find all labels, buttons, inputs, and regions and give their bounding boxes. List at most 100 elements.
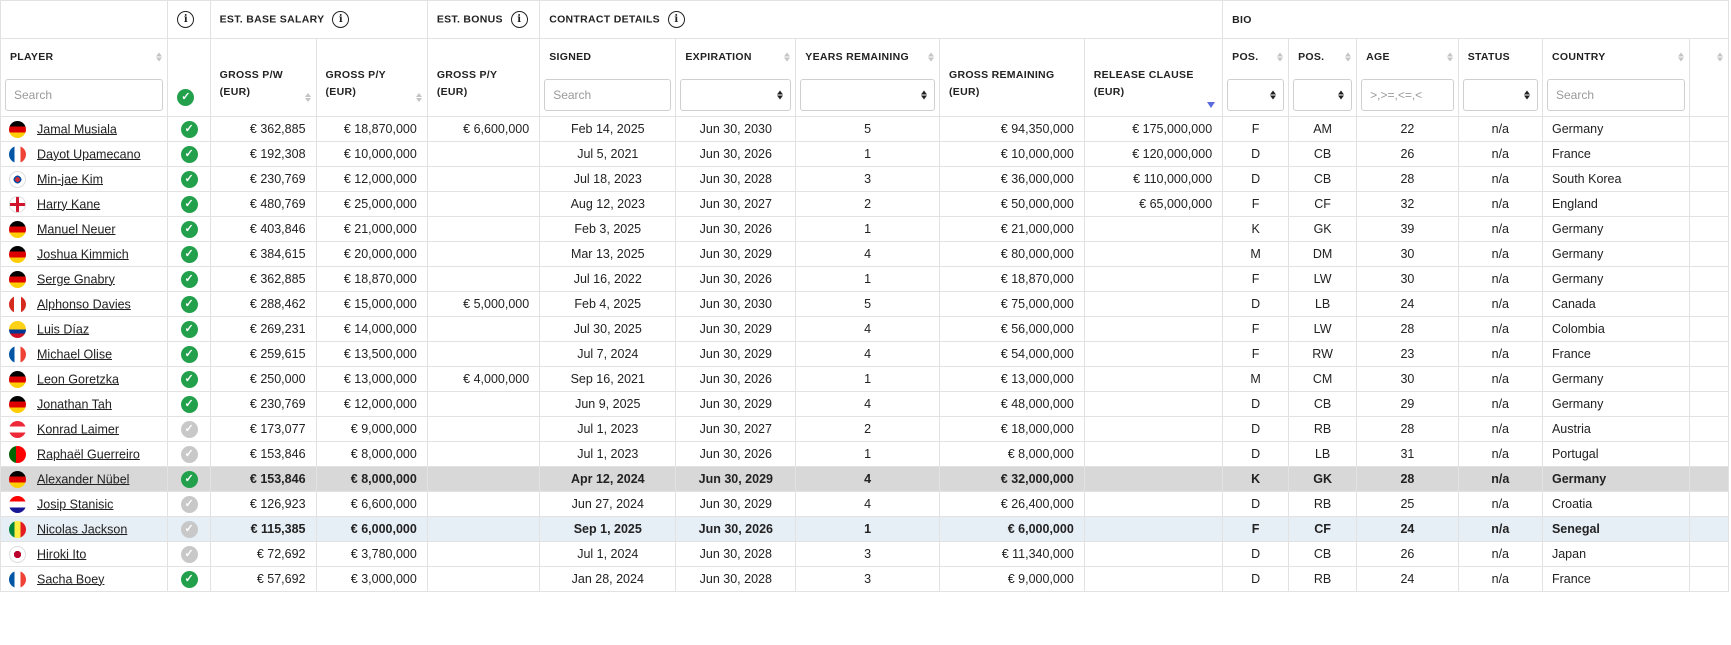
sort-icon [784,52,791,61]
column-header-signed[interactable]: SIGNED [539,38,677,74]
player-name-link[interactable]: Manuel Neuer [37,222,116,236]
expiration-select[interactable] [680,79,792,111]
player-name-link[interactable]: Leon Goretzka [37,372,119,386]
status-cell: n/a [1457,541,1543,567]
check-circle-icon[interactable]: ✓ [180,195,198,213]
player-name-link[interactable]: Min-jae Kim [37,172,103,186]
table-row[interactable]: Nicolas Jackson ✓ € 115,385 € 6,000,000 … [0,516,1730,542]
column-header-pos2[interactable]: POS. [1288,38,1358,74]
table-row[interactable]: Alphonso Davies ✓ € 288,462 € 15,000,000… [0,291,1730,317]
table-row[interactable]: Leon Goretzka ✓ € 250,000 € 13,000,000 €… [0,366,1730,392]
check-circle-icon[interactable]: ✓ [180,520,198,538]
player-name-link[interactable]: Raphaël Guerreiro [37,447,140,461]
check-circle-icon[interactable]: ✓ [180,495,198,513]
info-icon[interactable]: i [667,11,685,28]
check-circle-icon[interactable]: ✓ [180,570,198,588]
check-circle-icon[interactable]: ✓ [180,345,198,363]
player-name-link[interactable]: Luis Díaz [37,322,90,336]
group-header-base-salary: EST. BASE SALARY i [209,0,428,39]
active-cell: ✓ [167,416,211,442]
table-row[interactable]: Hiroki Ito ✓ € 72,692 € 3,780,000 Jul 1,… [0,541,1730,567]
player-name-link[interactable]: Jamal Musiala [37,122,117,136]
player-name-link[interactable]: Jonathan Tah [37,397,112,411]
column-header-gross-py[interactable]: GROSS P/Y (EUR) [315,38,428,117]
gross-pw-cell: € 230,769 [209,166,317,192]
signed-search-input[interactable] [544,79,672,111]
column-header-player[interactable]: PLAYER [0,38,169,74]
check-circle-icon[interactable]: ✓ [180,245,198,263]
table-row[interactable]: Konrad Laimer ✓ € 173,077 € 9,000,000 Ju… [0,416,1730,442]
column-header-bonus-py[interactable]: GROSS P/Y (EUR) [426,38,541,117]
column-header-country[interactable]: COUNTRY [1541,38,1690,74]
check-circle-icon[interactable]: ✓ [180,545,198,563]
gross-pw-cell: € 153,846 [209,466,317,492]
player-name-link[interactable]: Konrad Laimer [37,422,119,436]
column-header-expiration[interactable]: EXPIRATION [675,38,797,74]
country-search-input[interactable] [1546,79,1685,111]
player-name-link[interactable]: Serge Gnabry [37,272,115,286]
column-header-age[interactable]: AGE [1356,38,1459,74]
column-header-pos1[interactable]: POS. [1222,38,1290,74]
info-icon[interactable]: i [332,11,350,28]
table-row[interactable]: Jonathan Tah ✓ € 230,769 € 12,000,000 Ju… [0,391,1730,417]
player-name-link[interactable]: Alexander Nübel [37,472,130,486]
country-cell: Colombia [1541,316,1690,342]
table-row[interactable]: Alexander Nübel ✓ € 153,846 € 8,000,000 … [0,466,1730,492]
check-circle-icon[interactable]: ✓ [180,295,198,313]
table-row[interactable]: Dayot Upamecano ✓ € 192,308 € 10,000,000… [0,141,1730,167]
table-row[interactable]: Serge Gnabry ✓ € 362,885 € 18,870,000 Ju… [0,266,1730,292]
pos1-select[interactable] [1227,79,1285,111]
gross-pw-cell: € 230,769 [209,391,317,417]
column-header-years-remaining[interactable]: YEARS REMAINING [795,38,940,74]
player-name-link[interactable]: Joshua Kimmich [37,247,129,261]
pos2-select[interactable] [1293,79,1353,111]
extra-cell [1688,141,1730,167]
gross-remaining-cell: € 50,000,000 [938,191,1085,217]
check-circle-icon[interactable]: ✓ [180,395,198,413]
table-row[interactable]: Luis Díaz ✓ € 269,231 € 14,000,000 Jul 3… [0,316,1730,342]
check-circle-icon[interactable]: ✓ [180,470,198,488]
gross-remaining-cell: € 54,000,000 [938,341,1085,367]
player-name-link[interactable]: Sacha Boey [37,572,105,586]
table-row[interactable]: Joshua Kimmich ✓ € 384,615 € 20,000,000 … [0,241,1730,267]
player-name-link[interactable]: Harry Kane [37,197,101,211]
release-clause-cell [1083,566,1224,592]
pos2-cell: GK [1288,216,1358,242]
check-circle-icon[interactable]: ✓ [180,270,198,288]
check-circle-icon[interactable]: ✓ [180,120,198,138]
player-name-link[interactable]: Alphonso Davies [37,297,131,311]
select-arrows-icon [1338,90,1345,100]
table-row[interactable]: Manuel Neuer ✓ € 403,846 € 21,000,000 Fe… [0,216,1730,242]
table-row[interactable]: Harry Kane ✓ € 480,769 € 25,000,000 Aug … [0,191,1730,217]
table-row[interactable]: Raphaël Guerreiro ✓ € 153,846 € 8,000,00… [0,441,1730,467]
player-name-link[interactable]: Josip Stanisic [37,497,114,511]
column-header-gross-pw[interactable]: GROSS P/W (EUR) [209,38,317,117]
check-circle-icon[interactable]: ✓ [180,420,198,438]
table-row[interactable]: Sacha Boey ✓ € 57,692 € 3,000,000 Jan 28… [0,566,1730,592]
table-row[interactable]: Min-jae Kim ✓ € 230,769 € 12,000,000 Jul… [0,166,1730,192]
years-remaining-select[interactable] [800,79,935,111]
check-circle-icon[interactable]: ✓ [180,170,198,188]
table-row[interactable]: Josip Stanisic ✓ € 126,923 € 6,600,000 J… [0,491,1730,517]
column-header-gross-remaining[interactable]: GROSS REMAINING (EUR) [938,38,1085,117]
check-circle-icon[interactable]: ✓ [180,145,198,163]
check-circle-icon[interactable]: ✓ [180,445,198,463]
player-search-input[interactable] [5,79,164,111]
player-name-link[interactable]: Nicolas Jackson [37,522,128,536]
status-select[interactable] [1462,79,1538,111]
table-row[interactable]: Michael Olise ✓ € 259,615 € 13,500,000 J… [0,341,1730,367]
check-circle-icon[interactable]: ✓ [180,320,198,338]
column-header-release-clause[interactable]: RELEASE CLAUSE (EUR) [1083,38,1224,117]
player-name-link[interactable]: Michael Olise [37,347,113,361]
player-name-link[interactable]: Dayot Upamecano [37,147,141,161]
player-name-link[interactable]: Hiroki Ito [37,547,87,561]
age-filter-input[interactable] [1361,79,1454,111]
extra-cell [1688,516,1730,542]
info-icon[interactable]: i [177,11,195,28]
status-cell: n/a [1457,141,1543,167]
check-circle-icon[interactable]: ✓ [180,370,198,388]
info-icon[interactable]: i [510,11,528,28]
table-row[interactable]: Jamal Musiala ✓ € 362,885 € 18,870,000 €… [0,116,1730,142]
column-header-status[interactable]: STATUS [1457,38,1543,74]
check-circle-icon[interactable]: ✓ [180,220,198,238]
